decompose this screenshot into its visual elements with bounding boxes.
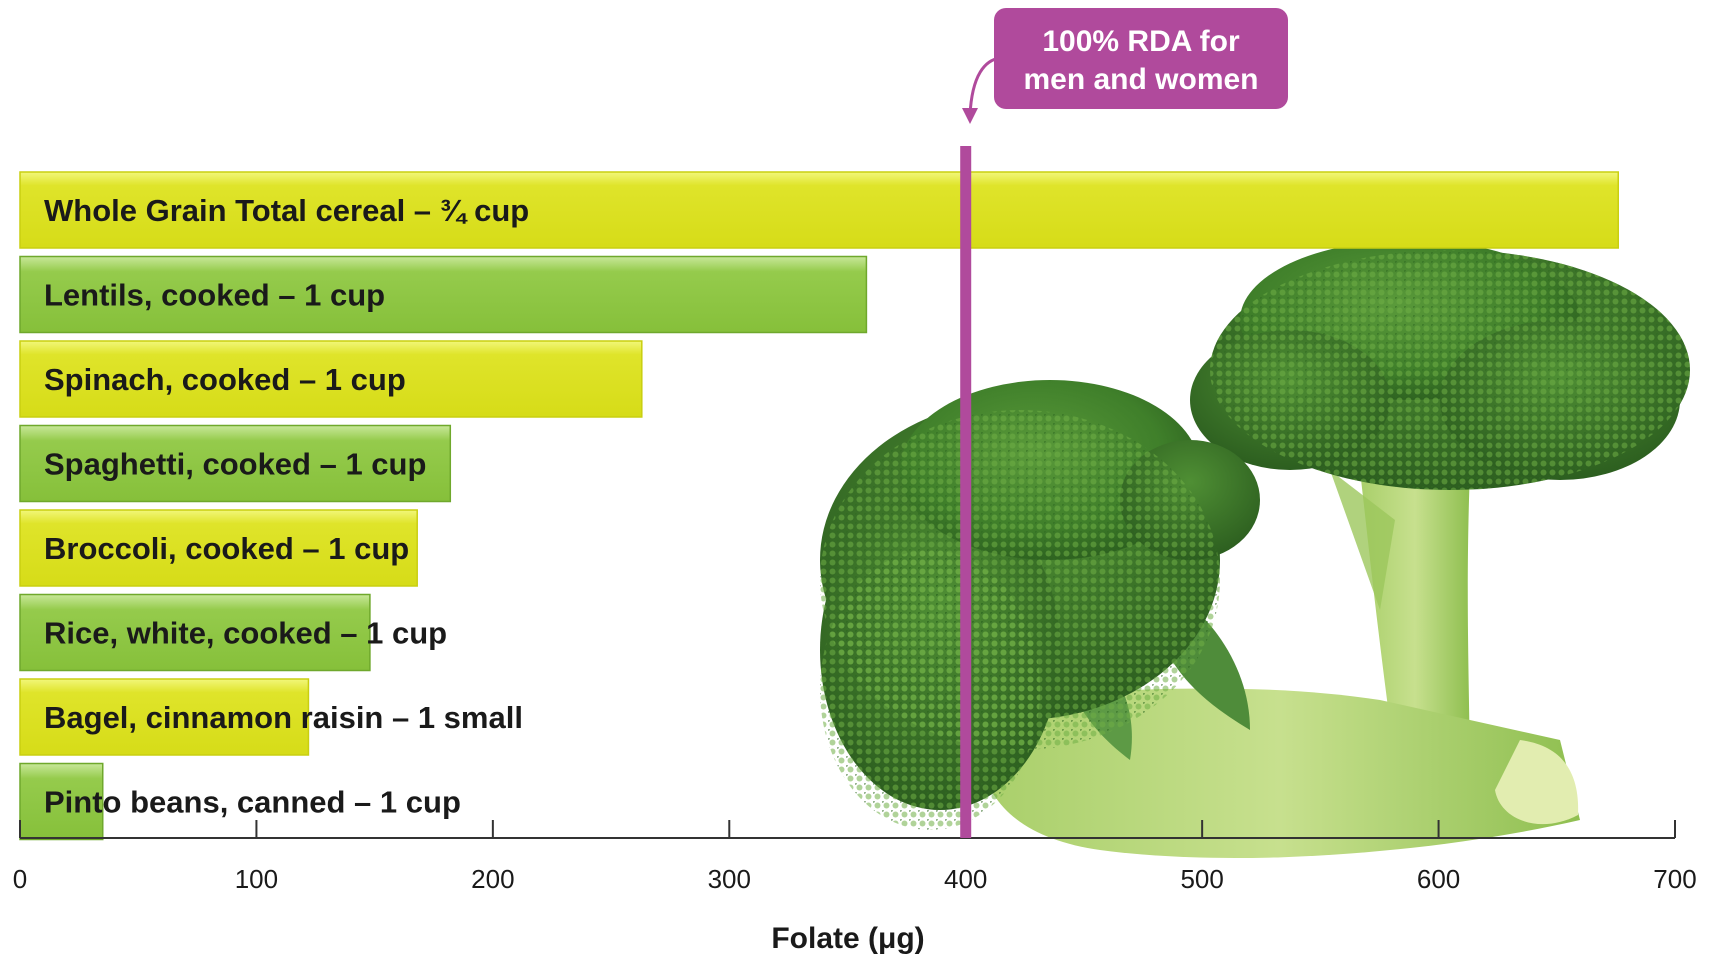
bars-group <box>19 171 1620 841</box>
rda-callout-arrow <box>968 56 1001 116</box>
rda-reference-line <box>960 146 972 838</box>
x-tick-label: 100 <box>235 864 278 894</box>
bar <box>19 678 310 756</box>
x-tick-label: 700 <box>1653 864 1696 894</box>
rda-callout-box <box>994 8 1288 109</box>
rda-callout: 100% RDA for men and women <box>962 8 1288 124</box>
bar <box>19 171 1620 249</box>
x-tick-label: 0 <box>13 864 27 894</box>
bar <box>19 424 452 503</box>
bar-label: Lentils, cooked – 1 cup <box>44 278 385 313</box>
x-tick-label: 400 <box>944 864 987 894</box>
x-tick-label: 500 <box>1180 864 1223 894</box>
rda-callout-line2: men and women <box>1023 63 1258 96</box>
bar <box>19 509 418 587</box>
bar-label: Pinto beans, canned – 1 cup <box>44 785 461 820</box>
bar <box>19 340 643 418</box>
bar-label: Bagel, cinnamon raisin – 1 small <box>44 700 523 735</box>
bar <box>19 762 104 841</box>
rda-callout-line1: 100% RDA for <box>1042 25 1240 58</box>
x-tick-label: 300 <box>708 864 751 894</box>
rda-arrowhead-icon <box>962 108 978 124</box>
bar <box>19 593 371 672</box>
bar-label: Broccoli, cooked – 1 cup <box>44 531 409 566</box>
x-tick-label: 200 <box>471 864 514 894</box>
x-ticks-group: 0 100 200 300 400 500 600 700 <box>13 820 1697 894</box>
bar-labels-group: Whole Grain Total cereal – ¾ cup Lentils,… <box>44 193 529 820</box>
x-axis-title: Folate (μg) <box>771 922 924 955</box>
bar <box>19 255 868 334</box>
x-tick-label: 600 <box>1417 864 1460 894</box>
broccoli-image <box>820 240 1690 859</box>
bar-label: Whole Grain Total cereal – ¾ cup <box>44 193 529 228</box>
bar-label: Spinach, cooked – 1 cup <box>44 362 406 397</box>
bar-label: Rice, white, cooked – 1 cup <box>44 616 447 651</box>
bar-label: Spaghetti, cooked – 1 cup <box>44 447 426 482</box>
